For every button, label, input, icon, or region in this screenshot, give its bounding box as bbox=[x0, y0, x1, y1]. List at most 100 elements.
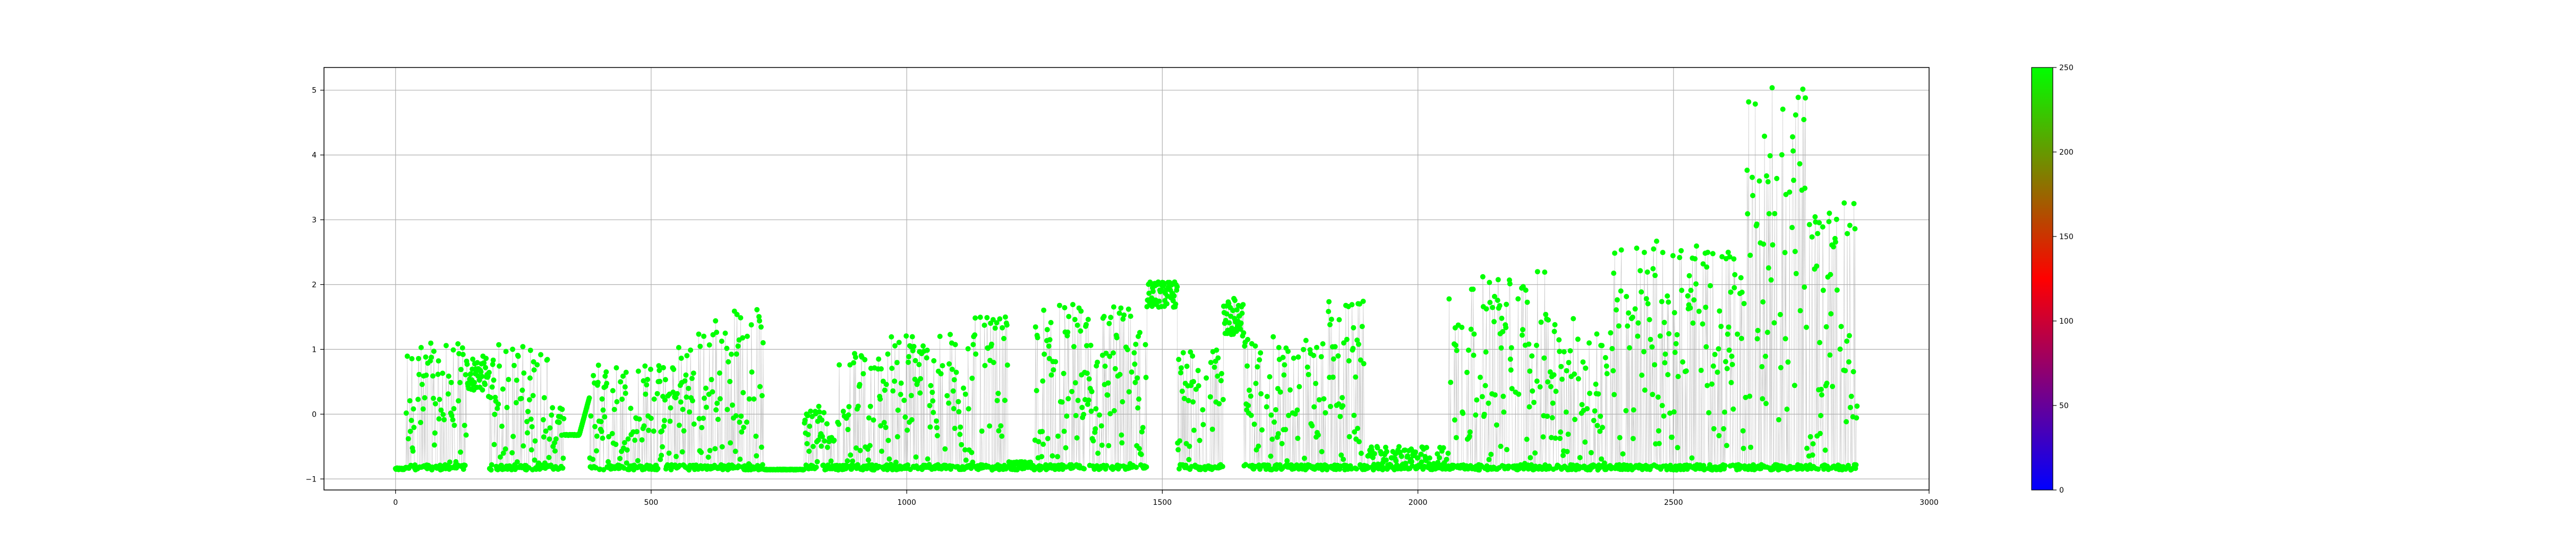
data-point bbox=[1086, 398, 1091, 403]
data-point bbox=[1112, 366, 1118, 371]
data-point bbox=[1258, 350, 1264, 356]
data-point bbox=[757, 318, 762, 324]
data-point bbox=[1743, 394, 1748, 400]
data-point bbox=[409, 356, 415, 361]
data-point bbox=[1486, 400, 1491, 406]
data-point bbox=[476, 377, 482, 383]
data-point bbox=[1393, 458, 1399, 464]
data-point bbox=[478, 369, 484, 375]
data-point bbox=[1053, 359, 1059, 365]
data-point bbox=[690, 370, 696, 376]
data-point bbox=[410, 448, 416, 454]
data-point bbox=[1396, 444, 1402, 450]
data-point bbox=[560, 465, 566, 471]
data-point bbox=[1186, 456, 1192, 462]
data-point bbox=[1212, 365, 1217, 370]
data-point bbox=[1738, 275, 1744, 281]
data-point bbox=[1537, 384, 1543, 390]
data-point bbox=[1738, 335, 1744, 341]
data-point bbox=[1671, 409, 1677, 415]
data-point bbox=[1847, 223, 1853, 229]
data-point bbox=[1119, 440, 1125, 446]
data-point bbox=[1717, 308, 1722, 314]
data-point bbox=[1754, 336, 1760, 342]
data-point bbox=[680, 407, 686, 412]
data-point bbox=[1810, 441, 1816, 447]
data-point bbox=[931, 358, 937, 363]
data-point bbox=[644, 382, 650, 388]
data-point bbox=[1534, 269, 1540, 275]
data-point bbox=[1453, 435, 1459, 441]
data-point bbox=[668, 405, 673, 411]
data-point bbox=[1033, 324, 1038, 330]
data-point bbox=[1793, 112, 1798, 118]
data-point bbox=[1498, 443, 1504, 449]
data-point bbox=[1384, 449, 1389, 454]
data-point bbox=[1375, 445, 1380, 451]
data-point bbox=[822, 438, 828, 444]
data-point bbox=[1132, 379, 1138, 385]
data-point bbox=[1841, 200, 1847, 206]
data-point bbox=[1282, 362, 1287, 368]
data-point bbox=[544, 357, 550, 362]
data-point bbox=[1066, 314, 1072, 319]
data-point bbox=[1542, 269, 1548, 275]
data-point bbox=[603, 369, 609, 375]
data-point bbox=[1552, 322, 1558, 327]
data-point bbox=[1274, 466, 1279, 472]
data-point bbox=[1610, 368, 1616, 374]
data-point bbox=[1661, 319, 1667, 325]
data-point bbox=[1692, 256, 1698, 261]
data-point bbox=[1827, 352, 1833, 358]
data-point bbox=[1675, 445, 1681, 451]
data-point bbox=[422, 395, 428, 401]
data-point bbox=[1191, 379, 1197, 385]
data-point bbox=[1789, 225, 1795, 231]
data-point bbox=[651, 428, 656, 434]
data-point bbox=[609, 430, 615, 436]
data-point bbox=[1630, 314, 1635, 320]
data-point bbox=[1088, 342, 1094, 348]
data-point bbox=[931, 410, 936, 416]
data-point bbox=[1739, 290, 1745, 295]
data-point bbox=[1611, 392, 1617, 398]
data-point bbox=[937, 334, 943, 339]
data-point bbox=[1065, 396, 1071, 402]
data-point bbox=[451, 422, 457, 428]
data-point bbox=[1618, 288, 1624, 294]
data-point bbox=[511, 362, 517, 368]
data-point bbox=[684, 394, 689, 400]
data-point bbox=[1745, 211, 1751, 217]
data-point bbox=[1660, 250, 1666, 256]
data-point bbox=[405, 436, 411, 442]
data-point bbox=[641, 423, 647, 429]
colorbar-tick-label: 200 bbox=[2059, 148, 2074, 157]
data-point bbox=[1040, 378, 1046, 384]
data-point bbox=[1503, 325, 1509, 331]
data-point bbox=[1767, 153, 1773, 159]
data-point bbox=[475, 373, 481, 379]
data-point bbox=[1722, 409, 1727, 415]
data-point bbox=[828, 458, 834, 464]
data-point bbox=[1824, 381, 1830, 386]
data-point bbox=[666, 450, 672, 456]
data-point bbox=[447, 459, 453, 465]
data-point bbox=[1712, 352, 1718, 357]
data-point bbox=[1491, 293, 1497, 299]
data-point bbox=[432, 430, 438, 436]
data-point bbox=[527, 375, 533, 381]
axes-frame bbox=[323, 67, 1930, 491]
data-point bbox=[510, 434, 516, 439]
data-point bbox=[1677, 255, 1683, 260]
data-point bbox=[1760, 396, 1765, 402]
data-point bbox=[689, 398, 695, 403]
data-point bbox=[1523, 288, 1529, 293]
data-point bbox=[961, 385, 966, 391]
data-point bbox=[1820, 288, 1826, 293]
data-point bbox=[1797, 308, 1803, 314]
data-point bbox=[479, 374, 485, 379]
data-point bbox=[1361, 361, 1367, 367]
data-point bbox=[913, 454, 919, 460]
data-point bbox=[1533, 342, 1539, 348]
